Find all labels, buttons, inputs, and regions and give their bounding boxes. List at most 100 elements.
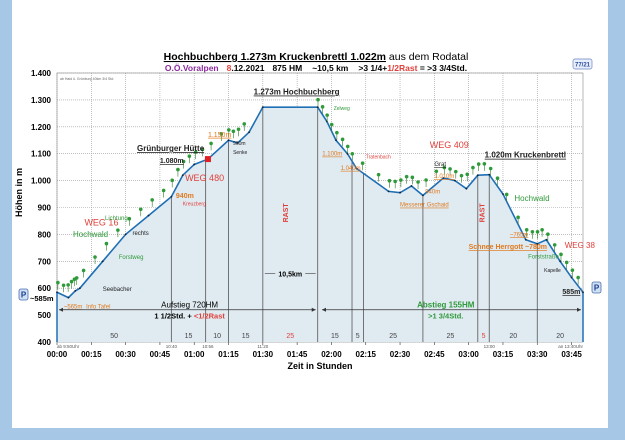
x-tick-label: 03:45 <box>561 350 582 359</box>
tree-icon <box>340 137 345 142</box>
y-axis-label: Höhen in m <box>14 168 24 217</box>
annotation-label: 1.150m <box>208 132 232 139</box>
tree-icon <box>399 178 403 182</box>
profile-point <box>355 167 358 170</box>
tree-icon <box>404 174 409 179</box>
annotation-label: 1.273m Hochbuchberg <box>254 88 340 97</box>
profile-point <box>442 177 445 179</box>
clock-time-label: an 13:40Uhr <box>558 344 583 349</box>
profile-point <box>545 238 548 241</box>
clock-time-label: 10:40 <box>166 344 178 349</box>
tree-icon <box>66 283 70 287</box>
tree-icon <box>416 180 420 184</box>
tree-icon <box>74 276 79 280</box>
annotation-label: 1.100m <box>322 152 342 158</box>
distance-label: 10,5km <box>278 271 302 278</box>
time-walk: >3 1/4+ <box>358 63 387 73</box>
profile-point <box>399 191 401 194</box>
annotation-label: Senke <box>233 150 247 156</box>
x-tick-label: 03:15 <box>493 350 514 359</box>
annotation-label: ~565m <box>64 304 83 310</box>
annotation-label: 1.020m Kruckenbrettl <box>485 151 566 160</box>
tree-icon <box>471 165 475 170</box>
tree-icon <box>209 141 213 146</box>
annotation-label: 1.010m <box>434 174 454 180</box>
annotation-label: Grünburger Hütte <box>137 144 205 153</box>
annotation-label: 1.080m <box>160 158 184 165</box>
tree-icon <box>376 172 381 177</box>
profile-point <box>56 291 58 294</box>
tree-icon <box>227 128 231 132</box>
y-tick-label: 800 <box>38 230 52 239</box>
start-elevation-label: ~585m <box>30 294 54 303</box>
segment-minutes: 15 <box>331 333 339 340</box>
annotation-label: Info Tafel <box>86 304 110 310</box>
segment-minutes: 15 <box>242 333 250 340</box>
profile-point <box>488 173 491 176</box>
tree-icon <box>410 175 415 180</box>
profile-point <box>236 142 239 144</box>
x-tick-label: 02:30 <box>390 350 411 359</box>
profile-line <box>56 106 584 299</box>
annotation-label: rechts <box>132 231 148 237</box>
segment-minutes: 5 <box>356 333 360 340</box>
x-tick-label: 00:15 <box>81 350 102 359</box>
x-tick-label: 02:00 <box>321 350 342 359</box>
tree-icon <box>495 176 500 181</box>
tree-icon <box>424 178 428 182</box>
region: O.Ö.Voralpen <box>165 63 219 73</box>
segment-minutes: 20 <box>509 333 517 340</box>
tree-icon <box>170 178 175 183</box>
tree-icon <box>193 150 198 154</box>
annotation-label: Hochwald <box>73 230 108 239</box>
profile-point <box>559 260 562 263</box>
annotation-label: Kreuzberg <box>183 202 206 208</box>
profile-point <box>101 260 104 263</box>
annotation-label: 585m <box>562 289 580 296</box>
profile-point <box>335 139 337 142</box>
tree-icon <box>325 113 329 117</box>
tree-icon <box>459 173 464 178</box>
profile-point <box>67 296 70 299</box>
tree-icon <box>219 132 224 136</box>
tree-icon <box>329 122 334 127</box>
distance-label-bg <box>275 267 306 278</box>
annotation-label: 940m <box>425 190 440 196</box>
annotation-label: WEG 16 <box>84 218 118 228</box>
tree-icon <box>127 216 132 221</box>
segment-minutes: 25 <box>389 333 397 340</box>
tree-icon <box>488 166 493 171</box>
tree-icon <box>546 232 550 236</box>
profile-point <box>248 131 251 134</box>
tree-icon <box>576 275 580 280</box>
y-tick-label: 700 <box>38 257 52 266</box>
x-tick-label: 00:30 <box>115 350 136 359</box>
tree-icon <box>504 192 509 197</box>
segment-minutes: 50 <box>110 333 118 340</box>
chart-subtitle: O.Ö.Voralpen 8.12.2021 875 HM ~10,5 km >3 1/… <box>165 63 467 73</box>
parking-icon <box>591 281 602 294</box>
tree-icon <box>242 122 247 126</box>
tree-icon <box>150 198 154 202</box>
tree-icon <box>61 283 66 288</box>
parking-icon-label: P <box>21 291 27 300</box>
time-rest: 1/2Rast <box>387 63 417 73</box>
tree-icon <box>104 241 109 246</box>
segment-minutes: 10 <box>213 333 221 340</box>
segment-minutes: 5 <box>482 333 486 340</box>
date-day: 8 <box>227 63 232 73</box>
profile-point <box>502 193 504 195</box>
tree-icon <box>176 167 180 172</box>
x-tick-label: 00:00 <box>47 350 68 359</box>
profile-area <box>57 107 583 343</box>
parking-icon-label: P <box>594 284 600 293</box>
segment-minutes: 25 <box>446 333 454 340</box>
profile-point <box>227 139 230 142</box>
y-tick-label: 1.200 <box>31 123 52 132</box>
profile-point <box>422 194 424 197</box>
arrowhead <box>577 307 581 312</box>
profile-point <box>536 242 539 245</box>
distance: ~10,5 km <box>312 63 349 73</box>
profile-point <box>261 106 264 109</box>
descent-title: Abstieg 155HM <box>417 301 475 310</box>
